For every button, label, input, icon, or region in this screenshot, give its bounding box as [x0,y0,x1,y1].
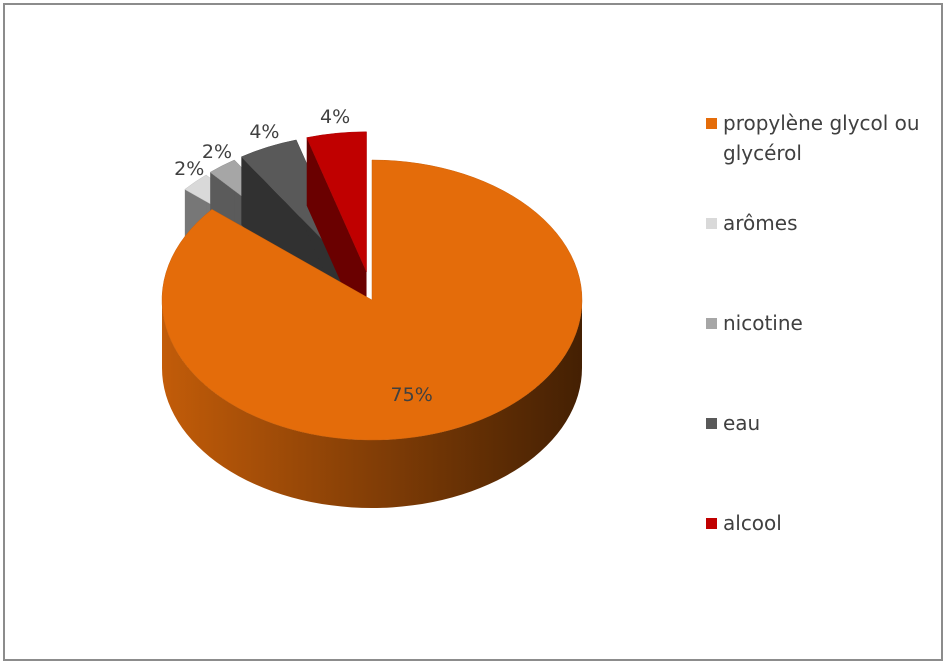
data-label: 4% [249,121,279,143]
legend-label: eau [723,411,761,435]
legend-item: alcool [706,508,936,538]
legend-swatch [706,218,717,229]
data-label: 75% [391,384,433,406]
slice [306,131,367,272]
legend-item: propylène glycol ou glycérol [706,108,936,168]
data-label: 2% [174,158,204,180]
legend-label: arômes [723,211,798,235]
data-label: 2% [202,141,232,163]
legend-item: arômes [706,208,936,238]
legend-swatch [706,518,717,529]
data-label: 4% [320,106,350,128]
legend-label: alcool [723,511,782,535]
legend-swatch [706,118,717,129]
slice-wall [162,300,582,508]
legend-item: eau [706,408,936,438]
legend-label: nicotine [723,311,803,335]
slice [161,159,583,441]
legend-item: nicotine [706,308,936,338]
legend-swatch [706,318,717,329]
legend-swatch [706,418,717,429]
legend-label: propylène glycol ou glycérol [723,111,920,165]
